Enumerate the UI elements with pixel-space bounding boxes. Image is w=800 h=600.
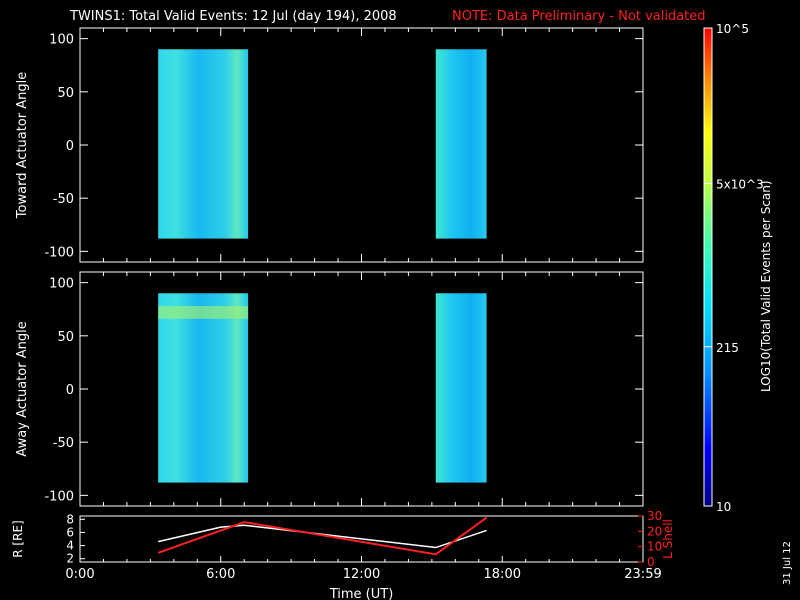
y-tick-label: -100 — [44, 245, 74, 260]
y-tick-label: 0 — [66, 139, 74, 154]
x-tick-label: 12:00 — [343, 567, 380, 582]
orbit-series-line — [157, 516, 488, 556]
y-tick-label: -50 — [53, 436, 74, 451]
colorbar-label: LOG10(Total Valid Events per Scan) — [759, 180, 773, 392]
y-tick-label: 0 — [66, 383, 74, 398]
y-tick-label-right: 20 — [647, 524, 662, 538]
colorbar-tick-label: 215 — [716, 341, 739, 355]
y-axis-label-right: L Shell — [661, 519, 675, 559]
x-tick-label: 0:00 — [65, 567, 94, 582]
data-block — [435, 293, 487, 483]
x-tick-label: 23:59 — [624, 567, 661, 582]
y-tick-label: 100 — [49, 33, 74, 48]
data-block-band — [158, 306, 249, 319]
y-tick-label: -100 — [44, 489, 74, 504]
x-tick-label: 6:00 — [206, 567, 235, 582]
colorbar-tick-label: 10^5 — [716, 22, 749, 36]
y-tick-label: 100 — [49, 277, 74, 292]
y-axis-label: Away Actuator Angle — [15, 321, 30, 456]
y-tick-label-right: 30 — [647, 509, 662, 523]
chart-title: TWINS1: Total Valid Events: 12 Jul (day … — [69, 9, 397, 24]
data-block — [435, 49, 487, 239]
y-tick-label: -50 — [53, 192, 74, 207]
orbit-series-line — [158, 524, 487, 549]
x-axis-label: Time (UT) — [329, 587, 394, 600]
y-tick-label-left: 4 — [66, 539, 74, 553]
y-tick-label-left: 6 — [66, 525, 74, 539]
y-tick-label: 50 — [57, 330, 74, 345]
data-block — [158, 293, 249, 483]
y-tick-label-left: 8 — [66, 512, 74, 526]
x-tick-label: 18:00 — [484, 567, 521, 582]
date-stamp: 31 Jul 12 — [782, 541, 793, 585]
y-tick-label: 50 — [57, 86, 74, 101]
preliminary-note: NOTE: Data Preliminary - Not validated — [452, 9, 706, 24]
y-tick-label-left: 2 — [66, 552, 74, 566]
colorbar-tick-label: 10 — [716, 500, 731, 514]
colorbar — [703, 27, 713, 507]
y-tick-label-right: 10 — [647, 540, 662, 554]
data-block — [158, 49, 249, 239]
y-axis-label: Toward Actuator Angle — [15, 72, 30, 219]
y-tick-label-right: 0 — [647, 555, 655, 569]
y-axis-label-left: R [RE] — [11, 520, 25, 557]
colorbar-tick-label: 5x10^3 — [716, 177, 764, 191]
